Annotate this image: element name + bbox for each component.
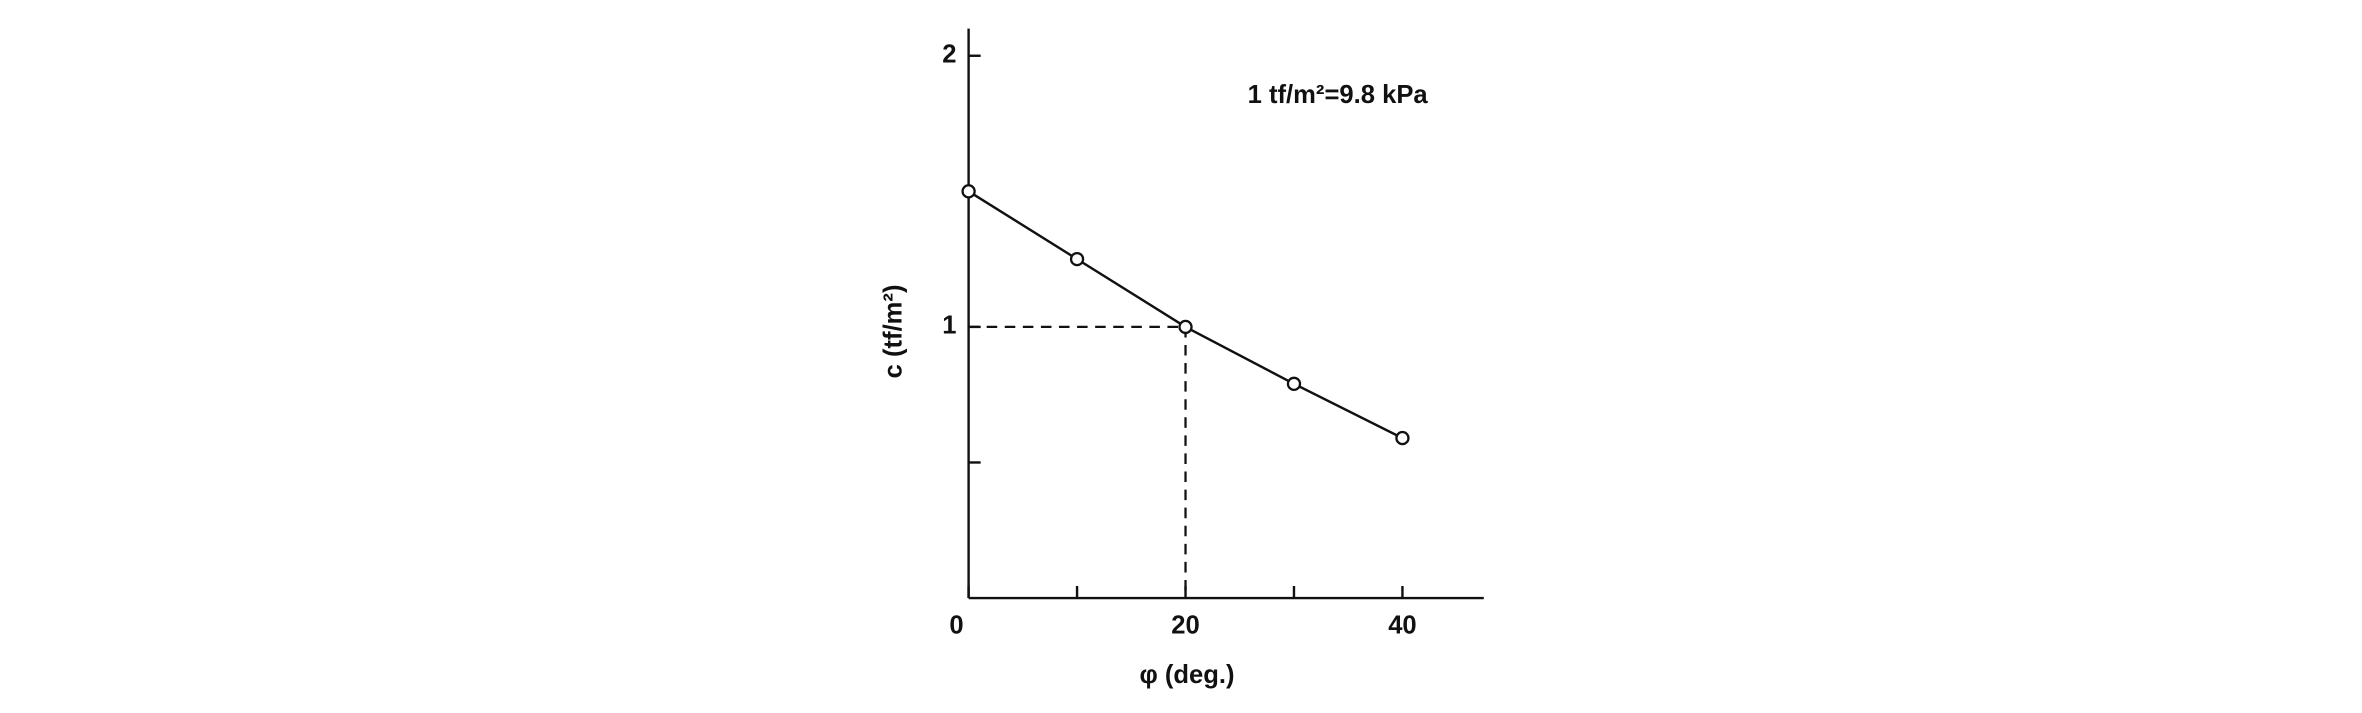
y-axis-label: c (tf/m²): [880, 285, 908, 379]
x-axis-label: φ (deg.): [1139, 661, 1234, 689]
y-tick-label: 1: [942, 312, 956, 340]
x-tick-label: 0: [949, 611, 963, 639]
data-point: [1395, 430, 1410, 446]
x-tick-label: 20: [1171, 611, 1199, 639]
data-point: [961, 184, 976, 199]
data-point: [1178, 319, 1193, 335]
y-tick-label: 2: [942, 41, 956, 69]
data-point: [1069, 251, 1085, 267]
annotation: 1 tf/m²=9.8 kPa: [1248, 81, 1429, 109]
x-tick-label: 40: [1388, 611, 1416, 639]
data-point: [1286, 376, 1302, 391]
